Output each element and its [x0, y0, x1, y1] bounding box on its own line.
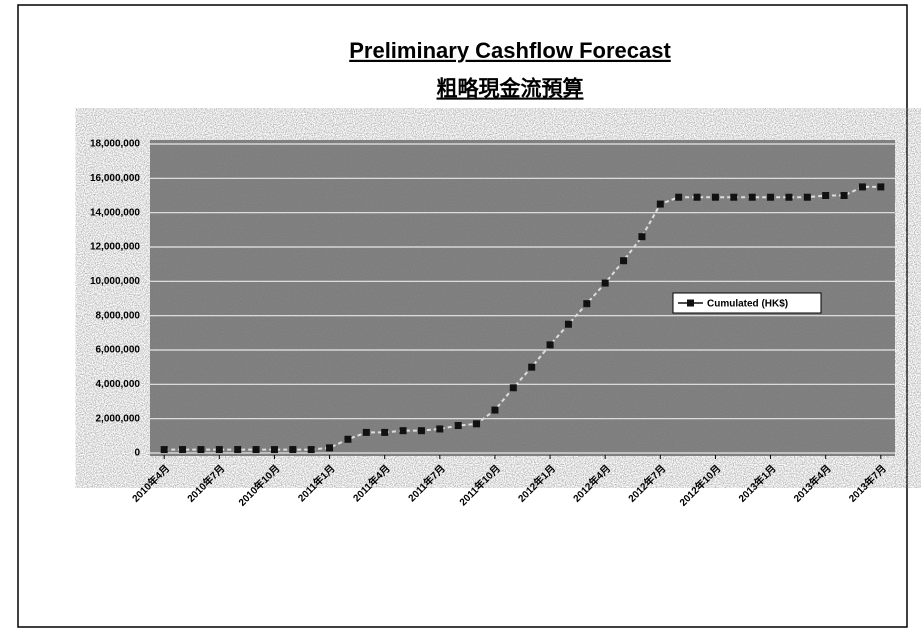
y-tick-label: 10,000,000: [90, 276, 140, 287]
y-tick-label: 16,000,000: [90, 173, 140, 184]
marker: [381, 428, 389, 436]
marker: [711, 193, 719, 201]
marker: [197, 446, 205, 454]
chart-title: Preliminary Cashflow Forecast: [349, 38, 671, 63]
marker: [767, 193, 775, 201]
y-tick-label: 18,000,000: [90, 139, 140, 150]
marker: [509, 384, 517, 392]
marker: [417, 427, 425, 435]
marker: [564, 320, 572, 328]
chart-subtitle: 粗略現金流預算: [437, 77, 584, 101]
marker: [326, 444, 334, 452]
marker: [252, 446, 260, 454]
marker: [675, 193, 683, 201]
marker: [546, 341, 554, 349]
marker: [473, 420, 481, 428]
marker: [877, 183, 885, 191]
marker: [840, 192, 848, 199]
y-tick-label: 6,000,000: [96, 345, 141, 356]
marker: [160, 446, 168, 454]
y-tick-label: 2,000,000: [96, 413, 141, 424]
marker: [858, 183, 866, 191]
y-tick-label: 14,000,000: [90, 207, 140, 218]
legend-marker: [687, 299, 694, 307]
marker: [234, 446, 242, 454]
marker: [307, 446, 315, 454]
marker: [822, 192, 830, 199]
marker: [179, 446, 187, 454]
marker: [436, 425, 444, 433]
y-tick-label: 4,000,000: [96, 379, 141, 390]
marker: [601, 279, 609, 287]
marker: [344, 435, 352, 443]
marker: [785, 193, 793, 201]
y-tick-label: 8,000,000: [96, 310, 141, 321]
marker: [399, 427, 407, 435]
marker: [803, 193, 811, 201]
marker: [583, 300, 591, 308]
marker: [748, 193, 756, 201]
y-tick-label: 0: [134, 448, 140, 459]
y-tick-label: 12,000,000: [90, 242, 140, 253]
marker: [693, 193, 701, 201]
marker: [528, 363, 536, 371]
marker: [270, 446, 278, 454]
marker: [638, 233, 646, 241]
marker: [656, 200, 664, 208]
marker: [289, 446, 297, 454]
marker: [491, 406, 499, 414]
marker: [730, 193, 738, 201]
marker: [620, 257, 628, 265]
marker: [362, 428, 370, 436]
series-line: [164, 185, 881, 451]
marker: [454, 422, 462, 430]
marker: [215, 446, 223, 454]
legend-label: Cumulated (HK$): [707, 299, 788, 310]
legend-box: [672, 292, 822, 314]
